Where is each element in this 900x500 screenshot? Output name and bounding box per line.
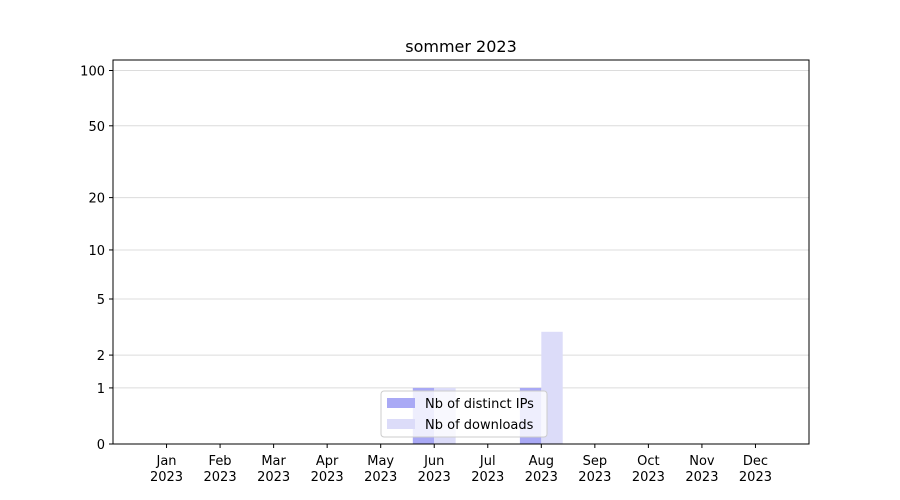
chart-title: sommer 2023 — [405, 37, 517, 56]
y-tick-label: 2 — [97, 349, 105, 364]
legend-box — [380, 390, 548, 438]
x-tick-label: Jul 2023 — [471, 454, 504, 485]
plot-frame — [112, 59, 810, 445]
x-tick-label: Oct 2023 — [632, 454, 665, 485]
legend-label: Nb of downloads — [425, 418, 534, 433]
y-tick-label: 10 — [88, 244, 105, 259]
legend-label: Nb of distinct IPs — [425, 397, 534, 412]
x-tick-label: Jan 2023 — [150, 454, 183, 485]
legend: Nb of distinct IPs Nb of downloads — [380, 390, 548, 438]
x-tick-label: Apr 2023 — [311, 454, 344, 485]
y-tick-label: 1 — [97, 382, 105, 397]
y-tick-label: 20 — [88, 192, 105, 207]
x-tick-label: Dec 2023 — [739, 454, 772, 485]
y-tick-label: 5 — [97, 293, 105, 308]
x-tick-label: Aug 2023 — [525, 454, 558, 485]
x-tick-label: Sep 2023 — [578, 454, 611, 485]
legend-swatch — [387, 419, 415, 429]
x-tick-label: Nov 2023 — [685, 454, 718, 485]
legend-swatch — [387, 398, 415, 408]
x-tick-label: May 2023 — [364, 454, 397, 485]
y-tick-label: 50 — [88, 120, 105, 135]
x-tick-label: Mar 2023 — [257, 454, 290, 485]
y-tick-label: 0 — [97, 438, 105, 453]
x-tick-label: Jun 2023 — [418, 454, 451, 485]
y-tick-label: 100 — [80, 65, 105, 80]
x-tick-label: Feb 2023 — [204, 454, 237, 485]
